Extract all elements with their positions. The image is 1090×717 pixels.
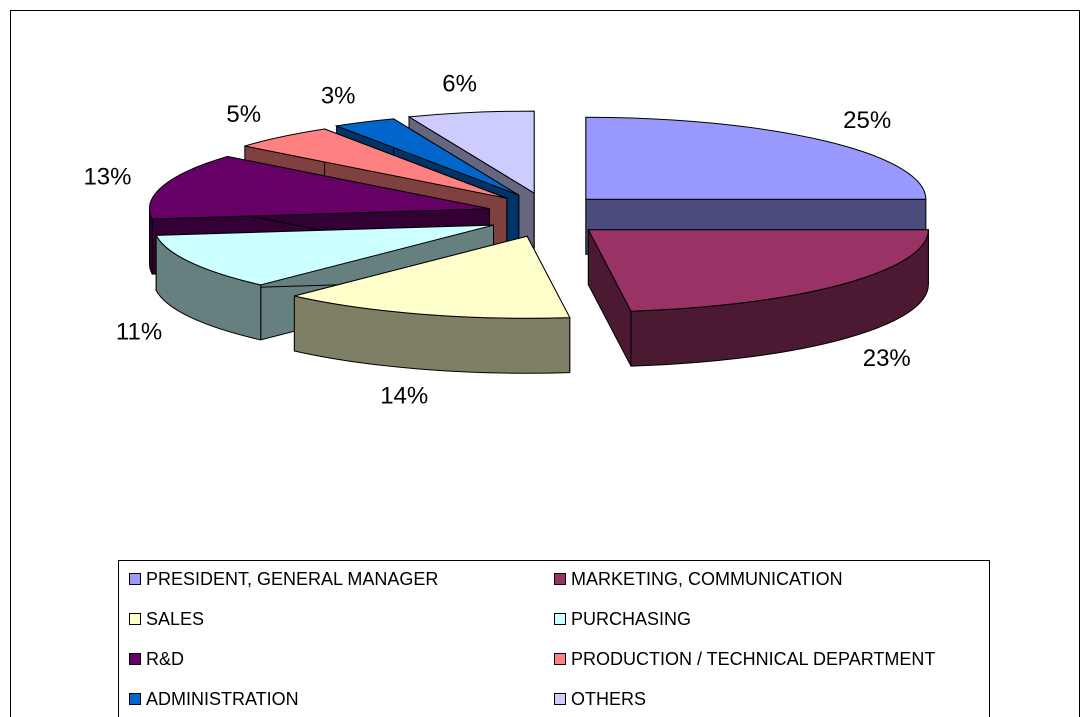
data-label: 23% [863, 345, 911, 372]
data-label: 13% [83, 163, 131, 190]
slice [293, 235, 571, 374]
legend-label: PURCHASING [571, 609, 691, 629]
legend-label: SALES [146, 609, 204, 629]
legend-label: MARKETING, COMMUNICATION [571, 569, 843, 589]
data-label: 3% [321, 83, 356, 110]
legend-label: R&D [146, 649, 184, 669]
legend-swatch [554, 613, 566, 625]
data-label: 14% [380, 382, 428, 409]
legend-label: ADMINISTRATION [146, 689, 299, 709]
legend-box [118, 560, 990, 717]
slice [587, 229, 929, 312]
slice [587, 229, 929, 367]
legend-swatch [129, 693, 141, 705]
legend-label: PRESIDENT, GENERAL MANAGER [146, 569, 438, 589]
slice [407, 110, 535, 194]
legend-swatch [129, 573, 141, 585]
legend-swatch [554, 653, 566, 665]
slice [244, 128, 507, 199]
slice [334, 118, 520, 196]
legend-swatch [554, 573, 566, 585]
slice [148, 155, 490, 220]
data-label: 25% [843, 107, 891, 134]
legend-swatch [129, 653, 141, 665]
data-label: 11% [116, 319, 162, 346]
legend-swatch [554, 693, 566, 705]
data-label: 5% [226, 101, 261, 128]
slice [585, 116, 927, 200]
slice [294, 235, 571, 319]
slice [155, 224, 494, 286]
data-label: 6% [442, 70, 477, 97]
legend-swatch [129, 613, 141, 625]
legend-label: OTHERS [571, 689, 646, 709]
legend-label: PRODUCTION / TECHNICAL DEPARTMENT [571, 649, 935, 669]
